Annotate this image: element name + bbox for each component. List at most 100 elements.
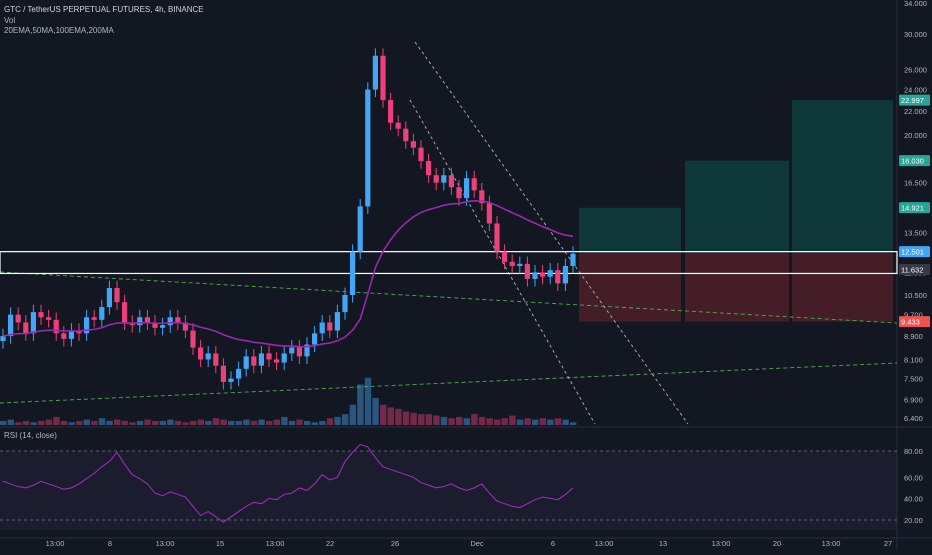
- price-tag[interactable]: [899, 155, 930, 167]
- volume-bar: [342, 414, 349, 425]
- target-zone-2[interactable]: [685, 160, 789, 253]
- support-zone-box[interactable]: [0, 251, 898, 275]
- candle: [312, 333, 318, 345]
- price-tick-label: 8.900: [904, 332, 923, 341]
- channel-upper-trendline[interactable]: [414, 41, 689, 425]
- volume-bar: [524, 418, 531, 425]
- candle: [570, 253, 576, 266]
- rsi-tick-label: 60.00: [904, 473, 923, 482]
- candle: [509, 261, 515, 266]
- volume-bar: [296, 419, 303, 425]
- price-tick-label: 24.000: [904, 86, 927, 95]
- candle: [456, 187, 462, 199]
- candle: [175, 317, 181, 323]
- moving-average-line[interactable]: [2, 200, 574, 348]
- candle: [281, 353, 287, 363]
- candle: [91, 317, 97, 320]
- volume-bar: [30, 422, 37, 425]
- volume-bar: [205, 420, 212, 425]
- price-tag[interactable]: [899, 264, 930, 276]
- channel-lower-trendline[interactable]: [409, 99, 596, 425]
- time-tick-label: 6: [551, 539, 555, 548]
- volume-bar: [539, 418, 546, 425]
- volume-legend[interactable]: Vol: [4, 16, 16, 25]
- candle: [471, 178, 477, 191]
- price-tick-label: 13.500: [904, 229, 927, 238]
- time-tick-label: 13:00: [156, 539, 175, 548]
- price-tag[interactable]: [899, 202, 930, 214]
- candle: [296, 347, 302, 357]
- candle: [38, 312, 44, 318]
- rsi-line[interactable]: [2, 443, 574, 523]
- time-tick-label: 13: [659, 539, 667, 548]
- price-tag-label: 12.501: [901, 248, 924, 257]
- candle: [190, 330, 196, 348]
- volume-bar: [106, 420, 113, 425]
- upper-dashed-ema-line[interactable]: [0, 271, 898, 324]
- price-tick-label: 16.500: [904, 179, 927, 188]
- candle: [532, 272, 538, 279]
- candle: [410, 141, 416, 148]
- candle: [213, 353, 219, 366]
- volume-bar: [326, 418, 334, 425]
- time-tick-label: 22: [326, 539, 334, 548]
- price-tag-label: 22.997: [901, 96, 924, 105]
- time-tick-label: 13:00: [595, 539, 614, 548]
- candle: [8, 314, 14, 337]
- stop-zone-1[interactable]: [579, 252, 681, 322]
- target-zone-1[interactable]: [579, 207, 681, 253]
- volume-bar: [554, 418, 562, 425]
- target-zone-3[interactable]: [792, 100, 893, 253]
- candle: [53, 319, 59, 334]
- volume-bar: [45, 419, 52, 425]
- candle: [23, 322, 29, 334]
- time-tick-label: Dec: [470, 539, 484, 548]
- volume-bar: [15, 422, 22, 425]
- price-tick-label: 6.400: [904, 414, 923, 423]
- volume-bar: [114, 419, 121, 425]
- volume-bar: [235, 420, 242, 425]
- symbol-title[interactable]: GTC / TetherUS PERPETUAL FUTURES, 4h, BI…: [4, 5, 204, 14]
- rsi-tick-label: 40.00: [904, 495, 923, 504]
- candle: [448, 175, 454, 188]
- volume-bar: [509, 415, 516, 425]
- volume-bar: [433, 415, 440, 425]
- rsi-legend[interactable]: RSI (14, close): [4, 431, 57, 440]
- volume-bar: [182, 422, 189, 425]
- candle: [486, 203, 492, 224]
- candle: [68, 330, 74, 339]
- candle: [372, 55, 378, 90]
- volume-bar: [304, 420, 311, 425]
- candle: [220, 365, 226, 382]
- volume-bar: [91, 420, 98, 425]
- time-tick-label: 13:00: [266, 539, 285, 548]
- lower-dashed-ema-line[interactable]: [0, 362, 898, 404]
- candle: [152, 322, 158, 328]
- stop-zone-3[interactable]: [792, 252, 893, 322]
- stop-zone-2[interactable]: [685, 252, 789, 322]
- price-tag-label: 18.030: [901, 157, 924, 166]
- price-tag[interactable]: [899, 246, 930, 258]
- candle: [319, 322, 325, 334]
- price-tick-label: 20.000: [904, 131, 927, 140]
- indicators-legend[interactable]: 20EMA,50MA,100EMA,200MA: [4, 26, 114, 35]
- price-tag[interactable]: [899, 94, 930, 106]
- price-tag[interactable]: [899, 316, 930, 328]
- candle: [304, 344, 310, 357]
- rsi-tick-label: 80.00: [904, 447, 923, 456]
- rsi-band: [0, 451, 897, 530]
- price-tag-label: 11.632: [901, 266, 923, 275]
- candle: [99, 307, 105, 320]
- volume-bar: [334, 416, 341, 425]
- time-tick-label: 13:00: [46, 539, 65, 548]
- volume-bar: [76, 420, 83, 425]
- time-tick-label: 13:00: [712, 539, 731, 548]
- volume-bar: [532, 419, 539, 425]
- candle: [15, 314, 21, 323]
- volume-bar: [68, 422, 75, 425]
- volume-bar: [410, 412, 417, 425]
- candle: [342, 294, 348, 313]
- volume-bar: [53, 416, 60, 425]
